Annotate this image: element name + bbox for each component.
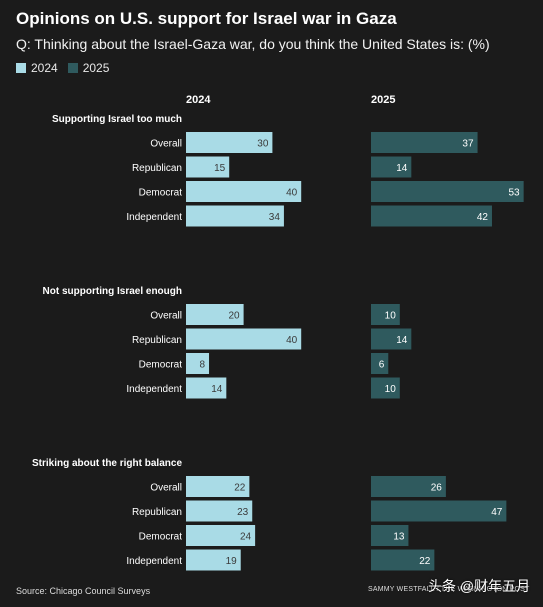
bar-value-2024: 23 bbox=[237, 507, 249, 518]
column-header-2025: 2025 bbox=[371, 94, 395, 106]
bar-2024 bbox=[186, 353, 210, 374]
bar-2025 bbox=[371, 476, 446, 497]
category-label: Democrat bbox=[139, 360, 183, 371]
column-header-2024: 2024 bbox=[186, 94, 211, 106]
category-label: Independent bbox=[126, 556, 182, 567]
bar-2024 bbox=[186, 304, 244, 325]
bar-2025 bbox=[371, 156, 412, 178]
category-label: Independent bbox=[126, 212, 182, 223]
category-label: Republican bbox=[132, 507, 182, 518]
bar-value-2025: 6 bbox=[379, 360, 385, 371]
group-title: Supporting Israel too much bbox=[52, 114, 182, 125]
bar-2024 bbox=[186, 377, 227, 399]
bar-value-2024: 20 bbox=[228, 311, 240, 322]
bar-value-2025: 10 bbox=[385, 311, 397, 322]
bar-value-2024: 34 bbox=[269, 212, 281, 223]
legend-swatch-2025 bbox=[67, 63, 78, 73]
legend-item-2024: 2024 bbox=[16, 61, 58, 75]
bar-value-2024: 24 bbox=[240, 532, 252, 543]
legend-swatch-2024 bbox=[16, 63, 26, 73]
chart-title: Opinions on U.S. support for Israel war … bbox=[16, 9, 397, 28]
bar-2025 bbox=[371, 132, 478, 153]
bar-2025 bbox=[371, 525, 409, 546]
category-label: Democrat bbox=[139, 532, 183, 543]
category-label: Overall bbox=[150, 483, 182, 494]
bar-value-2025: 22 bbox=[419, 556, 431, 567]
bar-value-2025: 53 bbox=[509, 188, 521, 199]
bar-value-2025: 42 bbox=[477, 212, 489, 223]
credit-line: SAMMY WESTFALL / THE WASHINGTON POST bbox=[368, 586, 530, 593]
bar-2025 bbox=[371, 549, 435, 571]
source-note: Source: Chicago Council Surveys bbox=[16, 586, 151, 596]
category-label: Republican bbox=[132, 335, 182, 346]
legend: 2024 2025 bbox=[16, 61, 119, 75]
bar-value-2025: 14 bbox=[396, 335, 408, 346]
bar-value-2025: 14 bbox=[396, 163, 408, 174]
bar-value-2025: 47 bbox=[491, 507, 503, 518]
bar-2025 bbox=[371, 181, 524, 202]
bar-value-2024: 40 bbox=[286, 188, 298, 199]
bar-2024 bbox=[186, 328, 302, 350]
legend-label-2024: 2024 bbox=[31, 61, 58, 75]
bar-2025 bbox=[371, 353, 389, 374]
chart-subtitle: Q: Thinking about the Israel-Gaza war, d… bbox=[16, 36, 490, 52]
category-label: Democrat bbox=[139, 188, 183, 199]
bar-value-2024: 19 bbox=[226, 556, 238, 567]
bar-value-2024: 40 bbox=[286, 335, 298, 346]
watermark: 头条 @财年五月 bbox=[428, 578, 531, 594]
bar-value-2025: 13 bbox=[393, 532, 405, 543]
bar-value-2024: 15 bbox=[214, 163, 226, 174]
bar-2024 bbox=[186, 156, 230, 178]
group-title: Striking about the right balance bbox=[32, 458, 182, 469]
bar-2024 bbox=[186, 476, 250, 497]
bar-2024 bbox=[186, 132, 273, 153]
category-label: Overall bbox=[150, 139, 182, 150]
bar-2024 bbox=[186, 205, 284, 227]
bar-value-2024: 8 bbox=[199, 360, 205, 371]
bar-value-2025: 10 bbox=[385, 384, 397, 395]
bar-2025 bbox=[371, 377, 400, 399]
bar-2024 bbox=[186, 500, 253, 522]
bar-value-2024: 22 bbox=[234, 483, 246, 494]
legend-label-2025: 2025 bbox=[82, 61, 110, 75]
group-title: Not supporting Israel enough bbox=[43, 286, 182, 297]
bar-2024 bbox=[186, 549, 241, 571]
category-label: Independent bbox=[126, 384, 182, 395]
bar-value-2024: 30 bbox=[257, 139, 269, 150]
bar-value-2025: 26 bbox=[431, 483, 443, 494]
legend-item-2025: 2025 bbox=[67, 61, 110, 75]
category-label: Republican bbox=[132, 163, 182, 174]
category-label: Overall bbox=[150, 311, 182, 322]
bar-2024 bbox=[186, 525, 256, 546]
bar-value-2024: 14 bbox=[211, 384, 223, 395]
bar-2025 bbox=[371, 500, 507, 522]
bar-value-2025: 37 bbox=[462, 139, 474, 150]
bar-2025 bbox=[371, 328, 412, 350]
bar-2025 bbox=[371, 205, 492, 227]
bar-2025 bbox=[371, 304, 400, 325]
bar-2024 bbox=[186, 181, 302, 202]
